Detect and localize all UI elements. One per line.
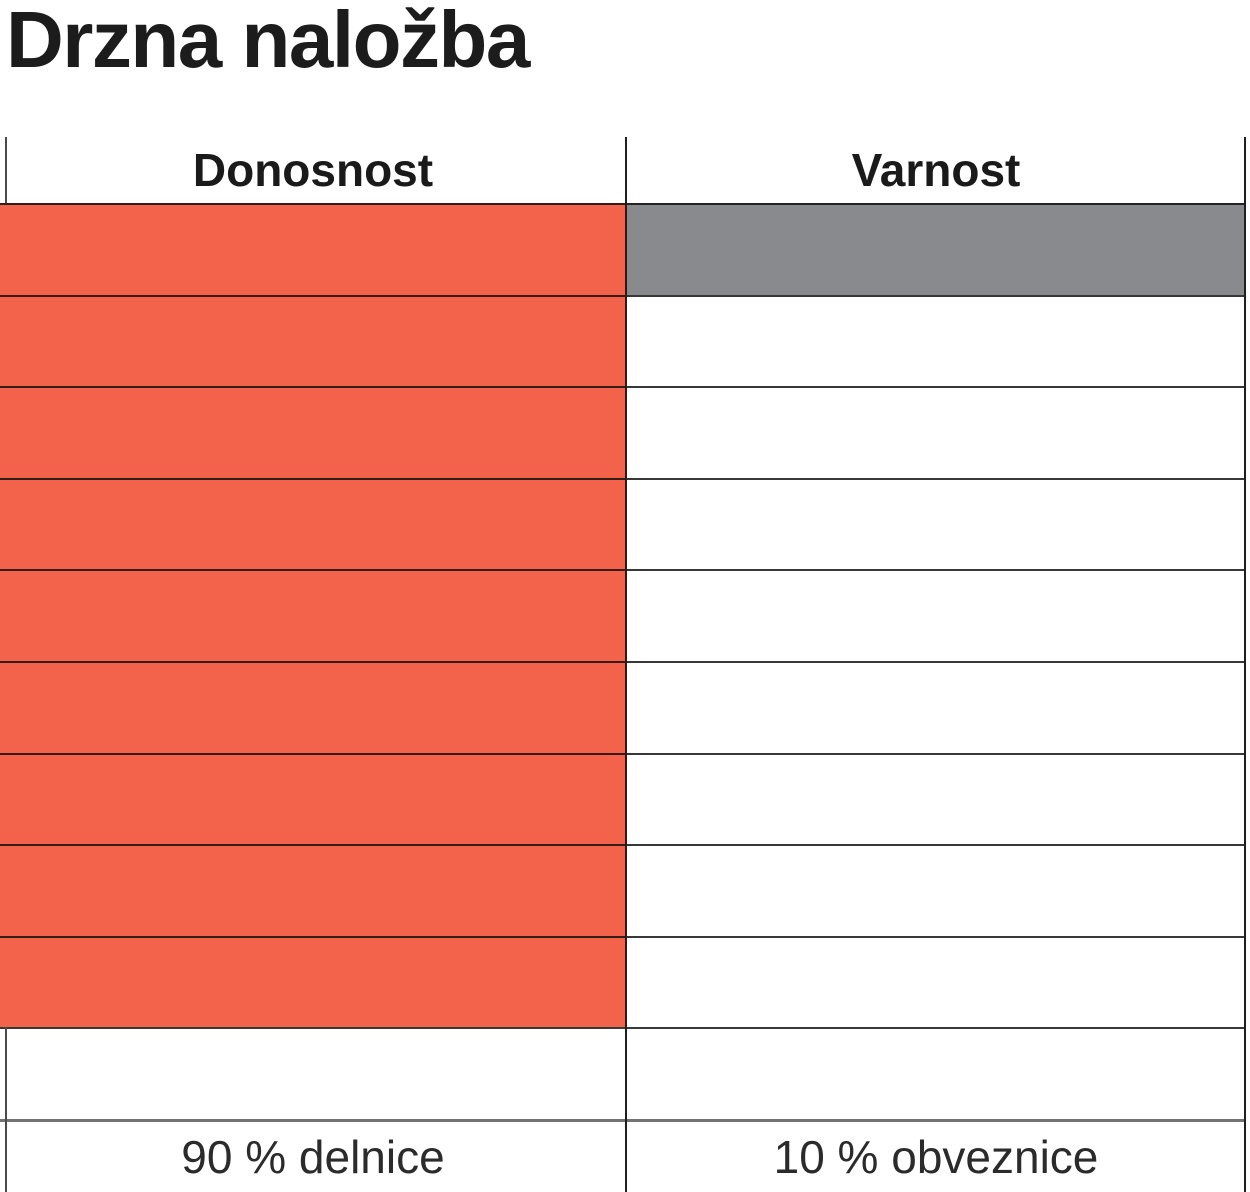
- table-header-row: Donosnost Varnost: [0, 137, 1250, 203]
- table-row: [0, 203, 1250, 295]
- donosnost-cell-6-filled: [0, 660, 626, 753]
- varnost-cell-2-empty: [626, 294, 1246, 387]
- varnost-cell-5-empty: [626, 569, 1246, 661]
- table-right-border: [1244, 137, 1246, 1192]
- donosnost-cell-4-filled: [0, 477, 626, 570]
- column-header-donosnost: Donosnost: [192, 144, 434, 196]
- table-row: [0, 752, 1250, 845]
- table-label-row: 90 % delnice 10 % obveznice: [0, 1119, 1250, 1192]
- table-row: [0, 569, 1250, 661]
- label-obveznice: 10 % obveznice: [626, 1119, 1246, 1192]
- table-row: [0, 477, 1250, 570]
- rating-chart: Donosnost Varnost 90 % delnice 10 % obve…: [0, 137, 1250, 1192]
- table-row: [0, 660, 1250, 753]
- donosnost-cell-1-filled: [0, 203, 626, 295]
- varnost-cell-7-empty: [626, 752, 1246, 845]
- donosnost-cell-10-empty: [0, 1027, 626, 1119]
- donosnost-cell-8-filled: [0, 844, 626, 936]
- donosnost-cell-5-filled: [0, 569, 626, 661]
- table-row: [0, 1027, 1250, 1119]
- varnost-cell-3-empty: [626, 386, 1246, 478]
- varnost-cell-8-empty: [626, 844, 1246, 936]
- table-row: [0, 844, 1250, 936]
- varnost-cell-4-empty: [626, 477, 1246, 570]
- label-delnice: 90 % delnice: [0, 1119, 626, 1192]
- varnost-cell-6-empty: [626, 660, 1246, 753]
- varnost-cell-10-empty: [626, 1027, 1246, 1119]
- table-row: [0, 935, 1250, 1028]
- table-column-divider: [625, 137, 627, 1192]
- donosnost-cell-7-filled: [0, 752, 626, 845]
- donosnost-cell-2-filled: [0, 294, 626, 387]
- page-title: Drzna naložba: [6, 0, 530, 84]
- varnost-cell-1-filled: [626, 203, 1246, 295]
- column-header-varnost: Varnost: [851, 144, 1021, 196]
- donosnost-cell-3-filled: [0, 386, 626, 478]
- varnost-cell-9-empty: [626, 935, 1246, 1028]
- rating-grid: [0, 203, 1250, 1119]
- table-row: [0, 294, 1250, 387]
- table-row: [0, 386, 1250, 478]
- donosnost-cell-9-filled: [0, 935, 626, 1028]
